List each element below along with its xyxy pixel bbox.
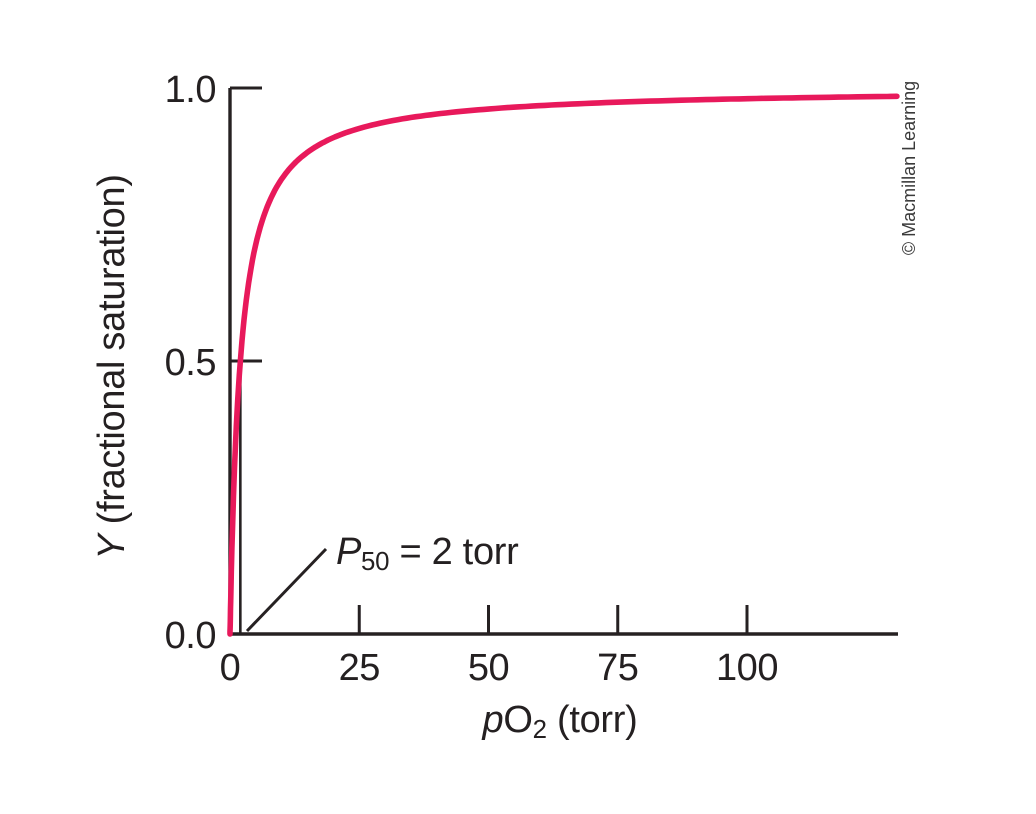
p50-annotation-variable: P [336,531,362,573]
y-tick-label: 1.0 [164,69,217,111]
y-tick-label: 0.0 [164,615,217,657]
p50-annotation-subscript: 50 [361,548,390,577]
copyright-credit: © Macmillan Learning [899,80,919,256]
p50-annotation-value: = 2 torr [389,531,519,573]
x-axis-subscript: 2 [532,716,547,745]
y-tick-label: 0.5 [164,342,217,384]
x-axis-variable: p [482,699,504,741]
x-tick-label: 50 [467,647,510,689]
y-axis-variable: Y [91,534,133,560]
p50-annotation: P50 = 2 torr [336,530,519,584]
x-tick-label: 75 [597,647,639,689]
x-tick-label: 100 [716,647,778,689]
x-tick-label: 25 [338,647,381,689]
saturation-curve [227,93,900,637]
x-axis-species: O [503,699,533,741]
x-axis-title-rest: (torr) [546,699,638,741]
x-axis-title: pO2 (torr) [483,698,638,752]
x-tick-label: 0 [219,647,241,689]
annotation-leader-line [245,547,328,633]
